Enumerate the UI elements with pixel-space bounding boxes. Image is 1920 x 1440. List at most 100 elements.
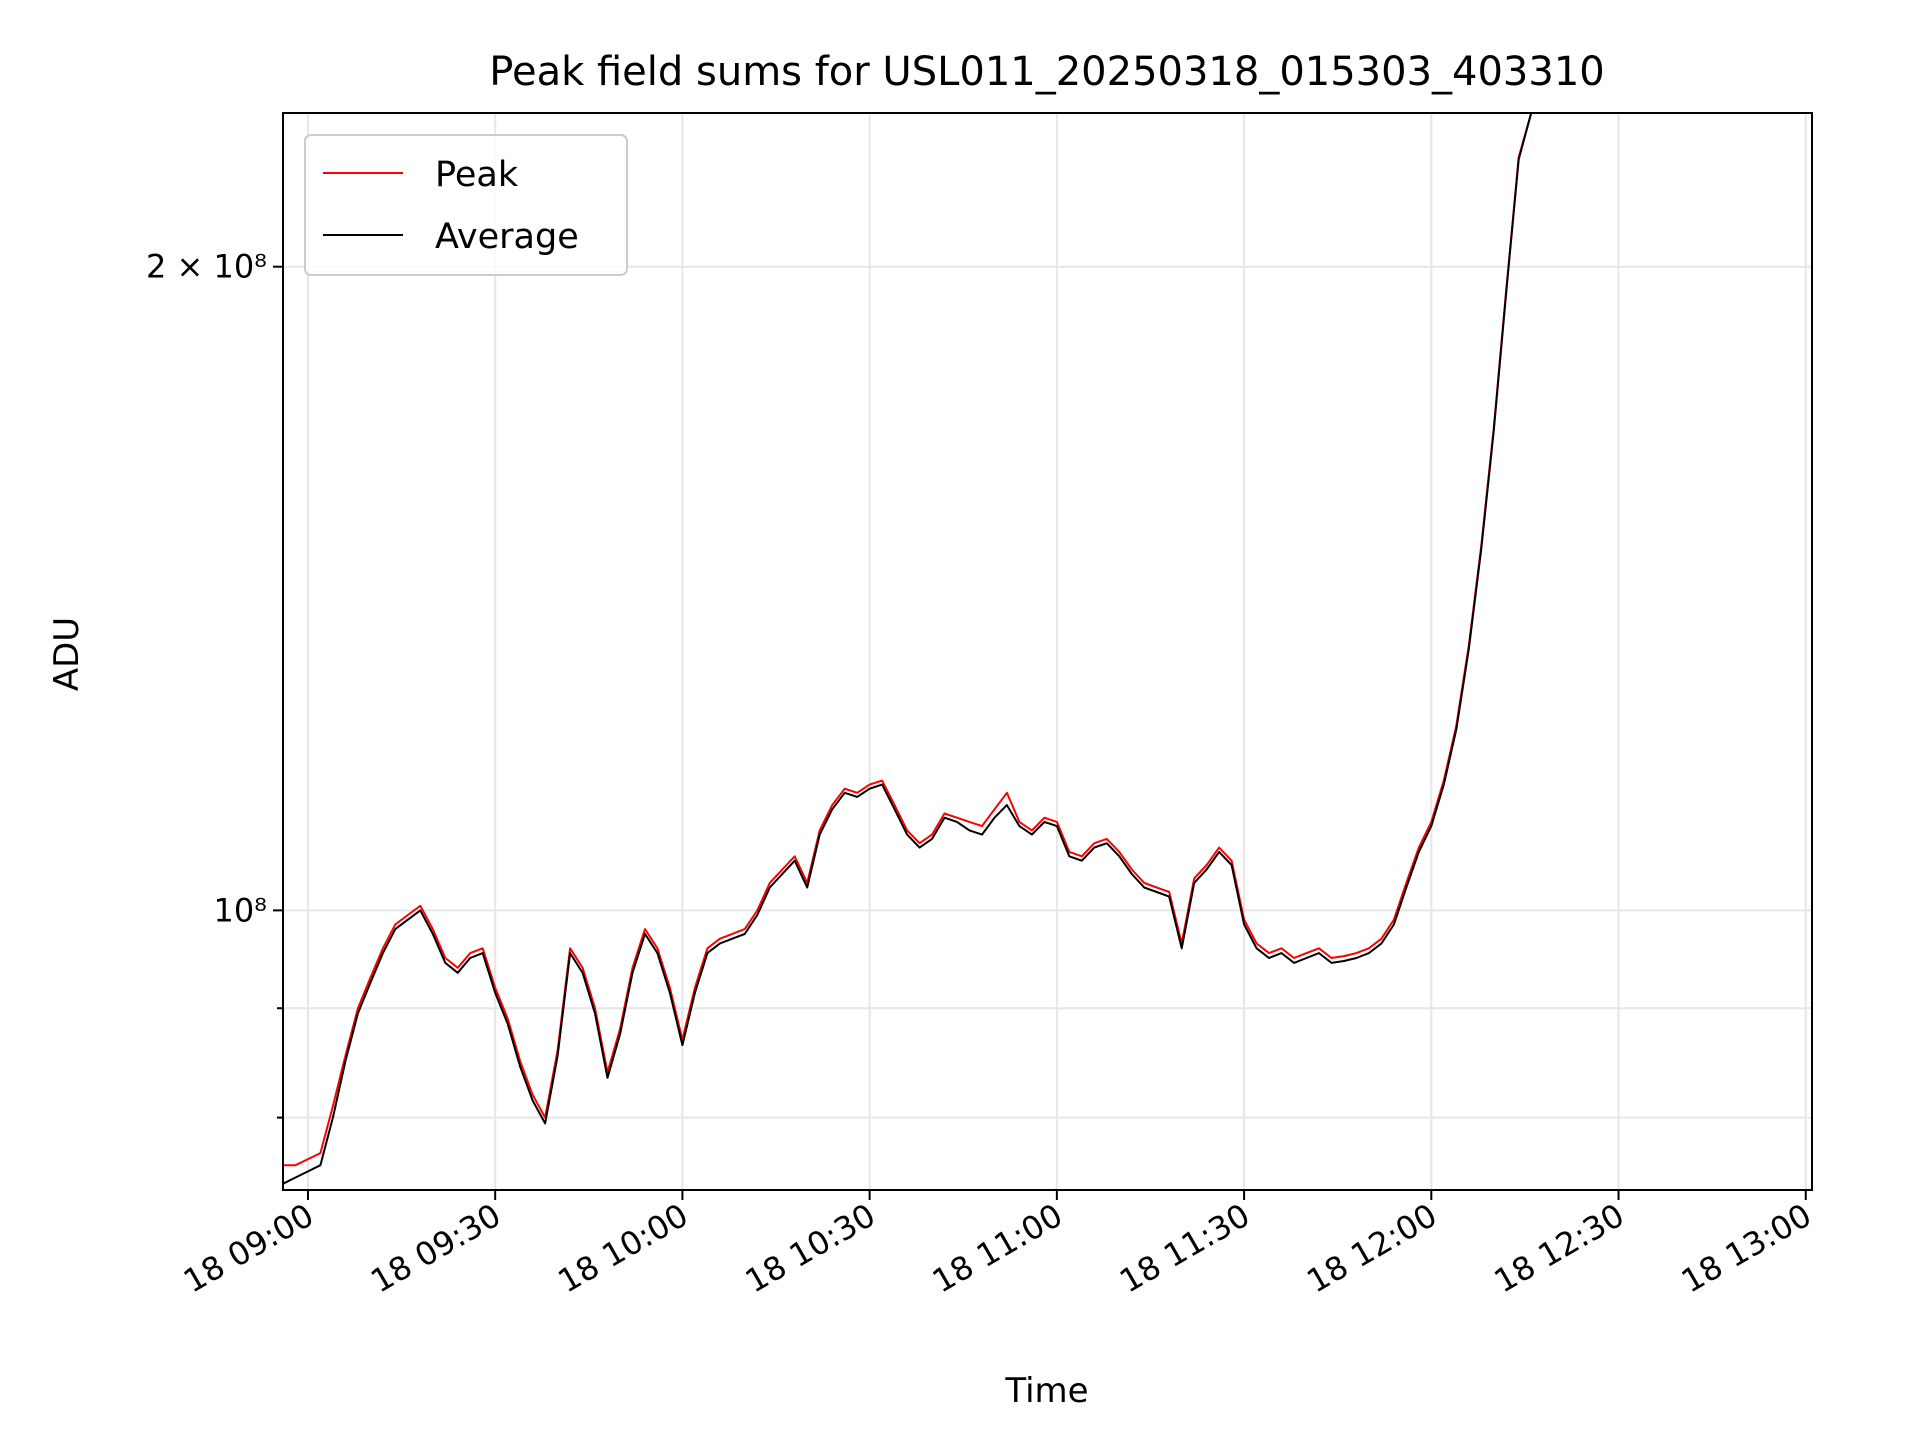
data-point — [931, 838, 933, 840]
data-point — [469, 957, 471, 959]
data-point — [1056, 825, 1058, 827]
data-point — [594, 1012, 596, 1015]
data-point — [906, 834, 908, 836]
data-point — [631, 967, 634, 969]
data-point — [394, 923, 396, 926]
data-point — [694, 992, 696, 994]
data-point — [906, 829, 908, 832]
x-axis-ticks: 18 09:00 18 09:30 18 10:00 18 10:30 18 11:00… — [177, 1190, 1818, 1300]
data-point — [869, 784, 871, 786]
data-point — [1043, 821, 1045, 823]
data-point — [1518, 158, 1520, 160]
data-point — [1068, 851, 1070, 853]
x-axis-label: Time — [1004, 1371, 1088, 1411]
data-point — [1343, 955, 1345, 957]
data-point — [1081, 855, 1083, 857]
data-point — [1480, 548, 1482, 551]
data-point — [444, 957, 446, 959]
data-point — [606, 1077, 609, 1079]
series-layer — [283, 113, 1769, 1185]
y-tick-label: 10⁸ — [213, 891, 267, 929]
data-point — [1018, 821, 1021, 823]
data-point — [619, 1033, 621, 1035]
data-point — [307, 1158, 309, 1160]
data-point — [769, 886, 771, 889]
data-point — [1243, 923, 1245, 926]
x-tick-label: 18 13:00 — [1675, 1196, 1818, 1300]
data-point — [1256, 942, 1258, 945]
data-point — [482, 952, 484, 954]
plot-area-frame — [282, 112, 1813, 1191]
data-point — [1493, 430, 1495, 432]
data-point — [1118, 851, 1120, 853]
data-point — [507, 1018, 509, 1020]
data-point — [432, 928, 434, 930]
data-point — [1368, 947, 1370, 949]
data-point — [719, 938, 721, 940]
data-point — [507, 1023, 509, 1025]
data-point — [1443, 784, 1445, 786]
x-tick-label: 18 09:00 — [177, 1196, 320, 1300]
data-point — [1355, 952, 1357, 954]
data-point — [1093, 847, 1095, 849]
data-point — [1393, 923, 1395, 926]
data-point — [1330, 957, 1333, 959]
data-point — [332, 1117, 334, 1119]
data-point — [532, 1094, 534, 1096]
data-point — [981, 834, 983, 836]
data-point — [919, 847, 921, 849]
data-point — [831, 804, 833, 806]
data-point — [357, 1007, 359, 1009]
data-point — [744, 933, 746, 935]
data-point — [394, 928, 396, 930]
data-point — [644, 933, 646, 935]
data-point — [968, 829, 971, 832]
data-point — [1218, 847, 1220, 849]
data-point — [856, 792, 858, 794]
data-point — [1380, 942, 1382, 945]
data-point — [1043, 817, 1045, 819]
data-point — [344, 1060, 346, 1062]
data-point — [794, 855, 796, 857]
data-point — [1156, 891, 1158, 893]
chart-title: Peak field sums for USL011_20250318_0153… — [489, 49, 1604, 95]
data-point — [744, 928, 746, 930]
legend: Peak Average — [304, 134, 628, 276]
data-point — [968, 821, 971, 823]
y-axis-ticks: 10⁸ 2 × 10⁸ — [146, 248, 283, 1119]
data-point — [806, 886, 808, 889]
data-point — [494, 987, 496, 989]
data-point — [1218, 851, 1220, 853]
data-point — [694, 987, 696, 989]
x-tick-label: 18 09:30 — [364, 1196, 507, 1300]
data-point — [1131, 873, 1133, 875]
data-point — [319, 1152, 321, 1154]
data-point — [993, 808, 996, 810]
data-point — [681, 1044, 684, 1046]
data-point — [419, 905, 421, 907]
data-point — [569, 952, 571, 954]
data-point — [756, 914, 758, 916]
data-point — [494, 992, 496, 994]
data-point — [444, 962, 446, 964]
data-point — [1305, 952, 1308, 954]
data-point — [844, 788, 846, 790]
x-tick-label: 18 12:30 — [1488, 1196, 1631, 1300]
data-point — [519, 1066, 521, 1068]
data-point — [1468, 648, 1470, 650]
data-point — [432, 933, 434, 935]
data-point — [656, 952, 659, 954]
series-line-average — [283, 113, 1769, 1185]
y-tick-label: 2 × 10⁸ — [146, 248, 267, 286]
data-point — [1368, 952, 1370, 954]
data-point — [1018, 825, 1021, 827]
data-point — [869, 788, 871, 790]
data-point — [669, 992, 671, 994]
legend-label-average: Average — [435, 217, 579, 257]
data-point — [369, 977, 371, 979]
data-point — [1256, 947, 1258, 949]
data-point — [1131, 868, 1133, 871]
data-point — [407, 914, 409, 916]
data-point — [1168, 896, 1170, 898]
